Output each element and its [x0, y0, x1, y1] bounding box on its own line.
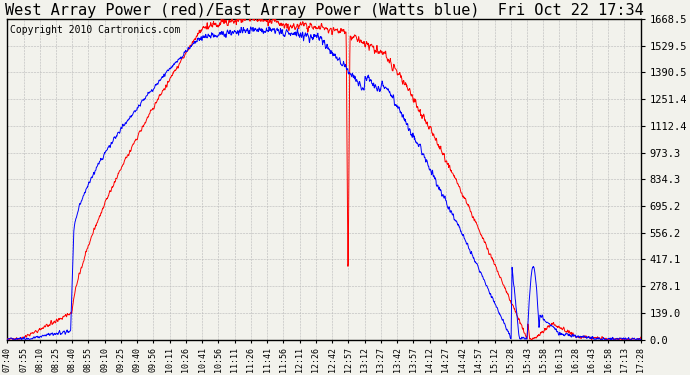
Text: Copyright 2010 Cartronics.com: Copyright 2010 Cartronics.com — [10, 26, 181, 35]
Title: West Array Power (red)/East Array Power (Watts blue)  Fri Oct 22 17:34: West Array Power (red)/East Array Power … — [5, 3, 643, 18]
